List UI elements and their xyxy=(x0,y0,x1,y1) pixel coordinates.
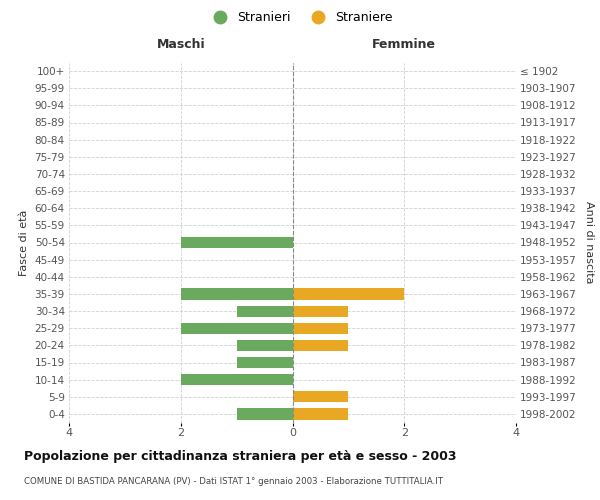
Bar xyxy=(236,340,293,351)
Bar xyxy=(236,408,293,420)
Y-axis label: Fasce di età: Fasce di età xyxy=(19,210,29,276)
Text: Popolazione per cittadinanza straniera per età e sesso - 2003: Popolazione per cittadinanza straniera p… xyxy=(24,450,457,463)
Bar xyxy=(293,340,349,351)
Bar xyxy=(293,408,349,420)
Bar xyxy=(236,357,293,368)
Bar xyxy=(293,306,349,316)
Bar xyxy=(293,391,349,402)
Bar xyxy=(181,374,293,385)
Bar xyxy=(236,306,293,316)
Legend: Stranieri, Straniere: Stranieri, Straniere xyxy=(205,8,395,26)
Bar xyxy=(293,288,404,300)
Text: Femmine: Femmine xyxy=(372,38,436,51)
Text: Maschi: Maschi xyxy=(157,38,205,51)
Y-axis label: Anni di nascita: Anni di nascita xyxy=(584,201,593,284)
Bar xyxy=(293,322,349,334)
Bar xyxy=(181,288,293,300)
Bar xyxy=(181,322,293,334)
Text: COMUNE DI BASTIDA PANCARANA (PV) - Dati ISTAT 1° gennaio 2003 - Elaborazione TUT: COMUNE DI BASTIDA PANCARANA (PV) - Dati … xyxy=(24,478,443,486)
Bar xyxy=(181,237,293,248)
